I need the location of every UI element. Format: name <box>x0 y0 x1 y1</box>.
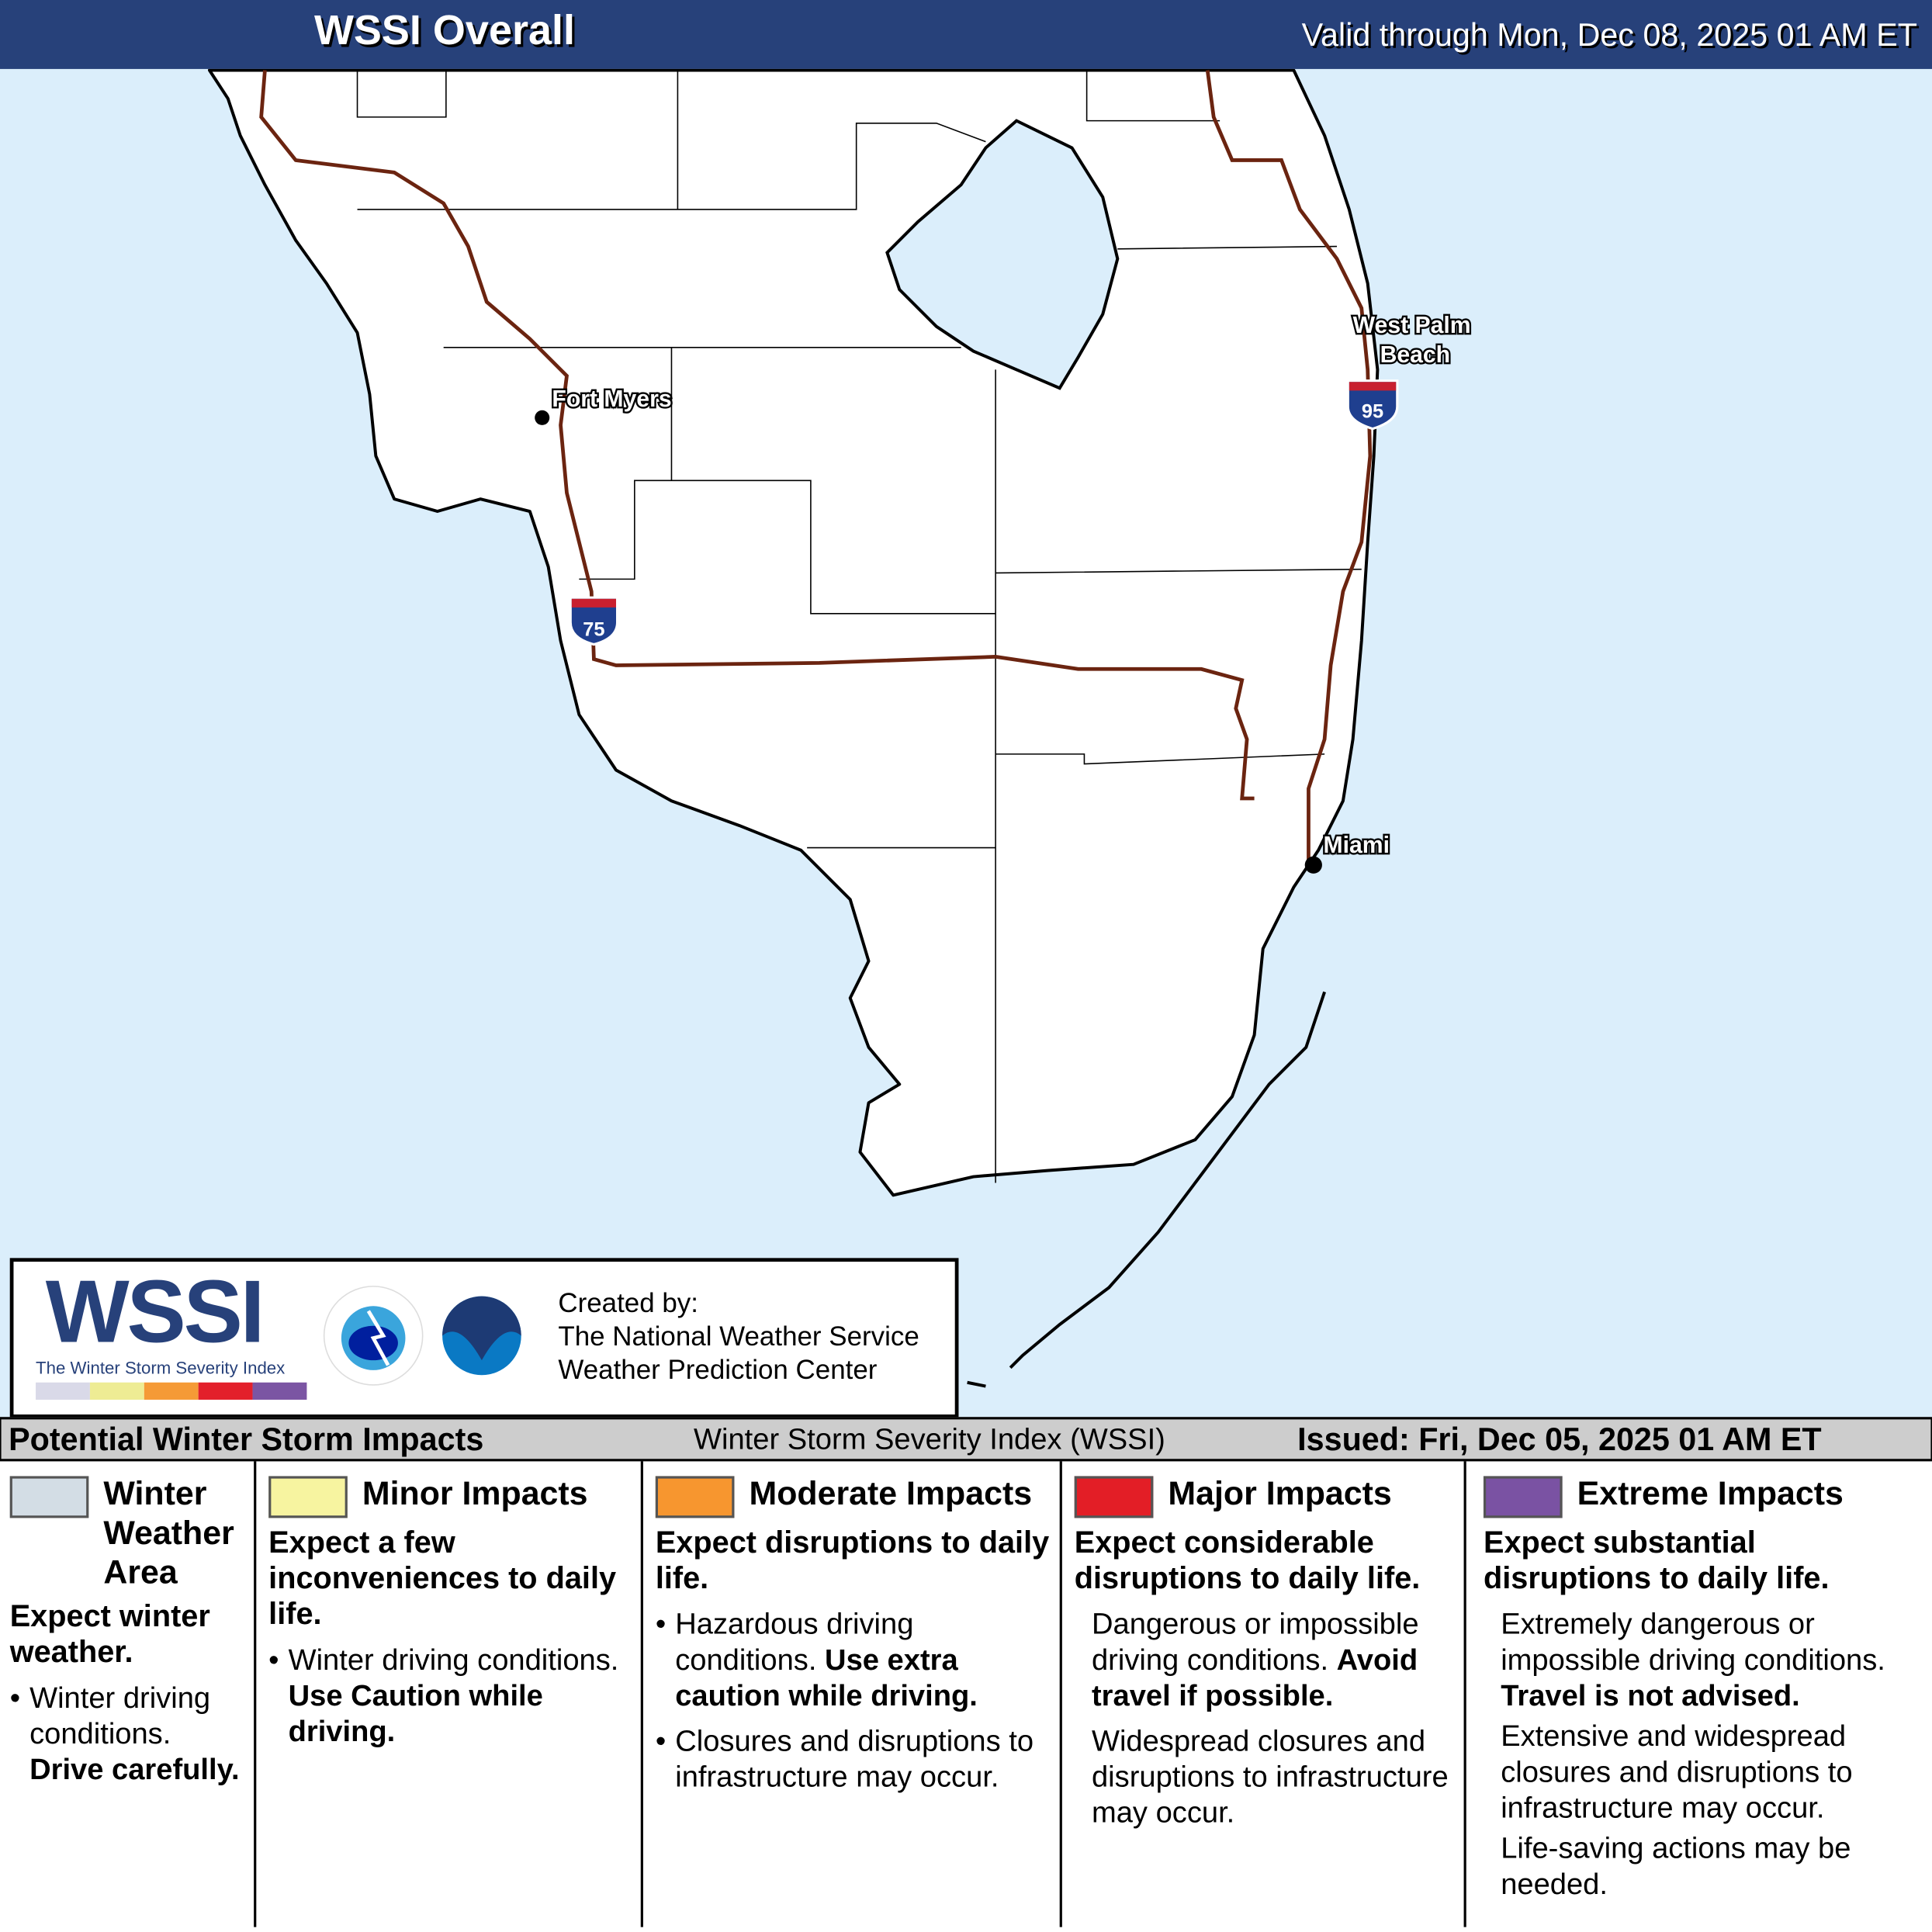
credits: Created by: The National Weather Service… <box>558 1286 919 1387</box>
legend-title: Winter Weather Area <box>103 1474 234 1591</box>
legend-subtitle: Winter Storm Severity Index (WSSI) <box>694 1423 1165 1457</box>
florida-keys <box>967 991 1326 1388</box>
svg-text:95: 95 <box>1362 400 1383 422</box>
title-bar: WSSI Overall Valid through Mon, Dec 08, … <box>0 0 1932 69</box>
legend-swatch <box>1074 1476 1154 1518</box>
legend-bullet: • Hazardous driving conditions. Use extra… <box>655 1608 978 1713</box>
fort-myers-dot <box>535 410 550 425</box>
issued-time: Issued: Fri, Dec 05, 2025 01 AM ET <box>1297 1420 1822 1458</box>
city-label-beach: Beach <box>1380 342 1451 368</box>
miami-dot <box>1304 856 1322 874</box>
legend-bullet: • Closures and disruptions to infrastruct… <box>655 1725 1034 1795</box>
map-title: WSSI Overall <box>313 7 576 54</box>
legend-expect: Expect a few inconveniences to daily lif… <box>268 1525 617 1632</box>
wssi-logo: WSSI <box>45 1262 265 1362</box>
legend-swatch <box>655 1476 735 1518</box>
legend-bullet: • Winter driving conditions. Drive carefu… <box>9 1681 240 1787</box>
city-label-west-palm: West Palm <box>1353 313 1471 338</box>
map: Fort Myers West Palm Beach Miami 75 95 <box>0 68 1932 1418</box>
org-nws: The National Weather Service <box>558 1321 919 1352</box>
legend-bullet: Widespread closures and disruptions to i… <box>1091 1725 1449 1830</box>
legend-title: Minor Impacts <box>362 1474 588 1512</box>
legend-title: Extreme Impacts <box>1577 1474 1844 1512</box>
legend-expect: Expect disruptions to daily life. <box>655 1525 1050 1596</box>
legend-swatch <box>268 1476 348 1518</box>
legend-title: Major Impacts <box>1168 1474 1392 1512</box>
legend-extreme: Extreme Impacts Expect substantial disru… <box>1466 1461 1932 1927</box>
severity-scale-bar <box>36 1382 307 1400</box>
logo-box: WSSI The Winter Storm Severity Index Cre… <box>9 1258 959 1418</box>
legend-minor: Minor Impacts Expect a few inconvenience… <box>256 1461 643 1927</box>
legend-expect: Expect considerable disruptions to daily… <box>1074 1525 1421 1596</box>
svg-text:75: 75 <box>583 618 604 640</box>
legend-major: Major Impacts Expect considerable disrup… <box>1062 1461 1466 1927</box>
florida-land <box>207 68 1380 1197</box>
legend-swatch <box>1483 1476 1563 1518</box>
legend-expect: Expect winter weather. <box>9 1599 210 1670</box>
legend-header-band: Potential Winter Storm Impacts Winter St… <box>0 1417 1932 1462</box>
legend-bullet: Life-saving actions may be needed. <box>1501 1832 1851 1902</box>
legend-bullet: Dangerous or impossible driving conditio… <box>1091 1608 1419 1713</box>
valid-time: Valid through Mon, Dec 08, 2025 01 AM ET <box>1301 16 1917 54</box>
noaa-logo-icon <box>432 1286 531 1385</box>
legend-bullet: Extremely dangerous or impossible drivin… <box>1501 1608 1885 1713</box>
legend-bullet: • Winter driving conditions. Use Caution … <box>268 1643 619 1749</box>
created-by: Created by: <box>558 1287 698 1319</box>
interstate-75-shield-icon: 75 <box>569 596 619 646</box>
nws-logo-icon <box>323 1286 424 1386</box>
city-label-fort-myers: Fort Myers <box>552 386 671 412</box>
legend-moderate: Moderate Impacts Expect disruptions to d… <box>643 1461 1062 1927</box>
county-lines <box>356 70 1362 1183</box>
impact-legend: Winter Weather Area Expect winter weathe… <box>0 1461 1932 1932</box>
interstate-95-shield-icon: 95 <box>1346 379 1399 431</box>
legend-winter-weather-area: Winter Weather Area Expect winter weathe… <box>0 1461 257 1927</box>
city-label-miami: Miami <box>1324 833 1390 858</box>
legend-expect: Expect substantial disruptions to daily … <box>1483 1525 1830 1596</box>
legend-bullet: Extensive and widespread closures and di… <box>1501 1719 1853 1825</box>
legend-title: Potential Winter Storm Impacts <box>9 1420 484 1458</box>
highways <box>259 70 1373 863</box>
legend-title: Moderate Impacts <box>749 1474 1033 1512</box>
org-wpc: Weather Prediction Center <box>558 1354 878 1385</box>
legend-swatch <box>9 1476 89 1518</box>
lake-okeechobee <box>885 119 1120 390</box>
wssi-subtitle: The Winter Storm Severity Index <box>36 1357 286 1378</box>
